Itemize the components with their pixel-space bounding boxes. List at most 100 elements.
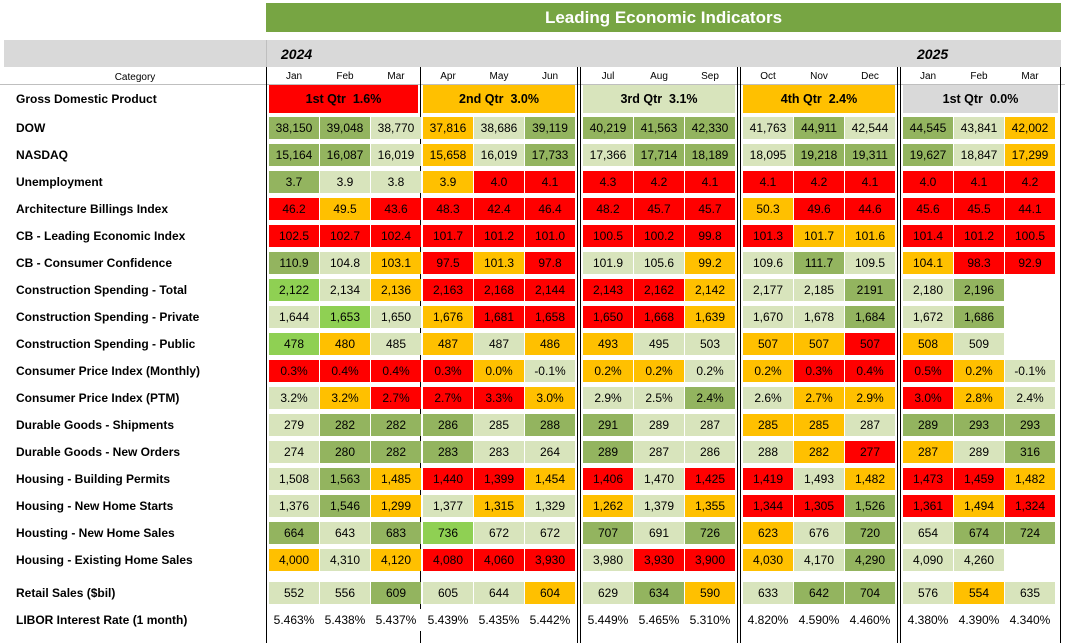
data-cell: 1,650 [583, 306, 633, 328]
data-cell: 289 [583, 441, 633, 463]
data-cell: 44,545 [903, 117, 953, 139]
data-cell: 2.5% [634, 387, 684, 409]
data-cell: 2.9% [583, 387, 633, 409]
data-cell: 97.5 [423, 252, 473, 274]
data-cell: 99.8 [685, 225, 735, 247]
data-cell: 4,170 [794, 549, 844, 571]
data-cell: 554 [954, 582, 1004, 604]
gdp-quarter-cell: 1st Qtr 0.0% [903, 85, 1058, 113]
data-cell: 282 [320, 414, 370, 436]
data-cell: 3,930 [634, 549, 684, 571]
data-cell: 42,544 [845, 117, 895, 139]
data-cell: 15,164 [269, 144, 319, 166]
data-cell: 633 [743, 582, 793, 604]
month-header: Oct [760, 71, 776, 82]
row-label: Construction Spending - Private [16, 310, 200, 324]
data-cell: 495 [634, 333, 684, 355]
row-label: Construction Spending - Total [16, 283, 188, 297]
data-cell: 111.7 [794, 252, 844, 274]
data-cell: 674 [954, 522, 1004, 544]
data-cell: 3.3% [474, 387, 524, 409]
data-cell: 104.1 [903, 252, 953, 274]
data-cell: 101.7 [794, 225, 844, 247]
row-label: LIBOR Interest Rate (1 month) [16, 613, 188, 627]
row-label: Housing - Building Permits [16, 472, 171, 486]
data-cell: 46.2 [269, 198, 319, 220]
gdp-quarter-cell: 3rd Qtr 3.1% [583, 85, 735, 113]
month-header: Apr [440, 71, 456, 82]
data-cell: 50.3 [743, 198, 793, 220]
month-header: May [489, 71, 509, 82]
data-cell: 1,344 [743, 495, 793, 517]
data-cell: 672 [525, 522, 575, 544]
month-header: Sep [701, 71, 719, 82]
data-cell: 45.6 [903, 198, 953, 220]
data-cell: 289 [634, 414, 684, 436]
data-cell: 5.449% [583, 609, 633, 631]
data-cell: 100.5 [1005, 225, 1055, 247]
data-cell: 42,330 [685, 117, 735, 139]
gdp-quarter-cell: 4th Qtr 2.4% [743, 85, 895, 113]
data-cell: 1,485 [371, 468, 421, 490]
data-cell: 41,763 [743, 117, 793, 139]
data-cell: 46.4 [525, 198, 575, 220]
data-cell: 487 [423, 333, 473, 355]
row-label: DOW [16, 121, 46, 135]
row-label: CB - Consumer Confidence [16, 256, 173, 270]
data-cell: 101.9 [583, 252, 633, 274]
data-cell: 676 [794, 522, 844, 544]
data-cell: 4.0 [903, 171, 953, 193]
data-cell: 1,653 [320, 306, 370, 328]
data-cell: 4.390% [954, 609, 1004, 631]
data-cell: 643 [320, 522, 370, 544]
data-cell: 49.5 [320, 198, 370, 220]
data-cell: 5.438% [320, 609, 370, 631]
row-label: Durable Goods - Shipments [16, 418, 175, 432]
gdp-quarter-cell: 1st Qtr 1.6% [269, 85, 418, 113]
data-cell: 287 [685, 414, 735, 436]
data-cell: 590 [685, 582, 735, 604]
data-cell: 2,180 [903, 279, 953, 301]
data-cell: 1,684 [845, 306, 895, 328]
data-cell: 101.2 [954, 225, 1004, 247]
month-header: Dec [861, 71, 879, 82]
month-header: Aug [650, 71, 668, 82]
data-cell: 4,080 [423, 549, 473, 571]
data-cell: 609 [371, 582, 421, 604]
data-cell: 2.9% [845, 387, 895, 409]
data-cell: 44,911 [794, 117, 844, 139]
data-cell: 1,377 [423, 495, 473, 517]
data-cell: 110.9 [269, 252, 319, 274]
data-cell: 691 [634, 522, 684, 544]
data-cell: 1,482 [845, 468, 895, 490]
data-cell: 3.0% [525, 387, 575, 409]
data-cell: 0.3% [794, 360, 844, 382]
data-cell: 4.1 [845, 171, 895, 193]
data-cell: 0.2% [685, 360, 735, 382]
data-cell: 4,260 [954, 549, 1004, 571]
data-cell: 623 [743, 522, 793, 544]
data-cell: 289 [903, 414, 953, 436]
year-header-bar-left [4, 40, 266, 67]
quarter-block-border [900, 67, 1061, 643]
data-cell: 4,310 [320, 549, 370, 571]
data-cell: 283 [423, 441, 473, 463]
data-cell: 2,196 [954, 279, 1004, 301]
data-cell: 0.2% [954, 360, 1004, 382]
data-cell [1005, 306, 1055, 328]
data-cell: 0.3% [423, 360, 473, 382]
data-cell: 18,189 [685, 144, 735, 166]
data-cell: 1,299 [371, 495, 421, 517]
row-label: Housting - New Home Sales [16, 526, 175, 540]
data-cell: 2.6% [743, 387, 793, 409]
data-cell: 604 [525, 582, 575, 604]
data-cell: 664 [269, 522, 319, 544]
data-cell: 285 [474, 414, 524, 436]
data-cell: 101.4 [903, 225, 953, 247]
data-cell: 0.5% [903, 360, 953, 382]
data-cell: 1,493 [794, 468, 844, 490]
data-cell: 109.5 [845, 252, 895, 274]
data-cell: 1,324 [1005, 495, 1055, 517]
month-header: Feb [970, 71, 988, 82]
data-cell: 285 [794, 414, 844, 436]
